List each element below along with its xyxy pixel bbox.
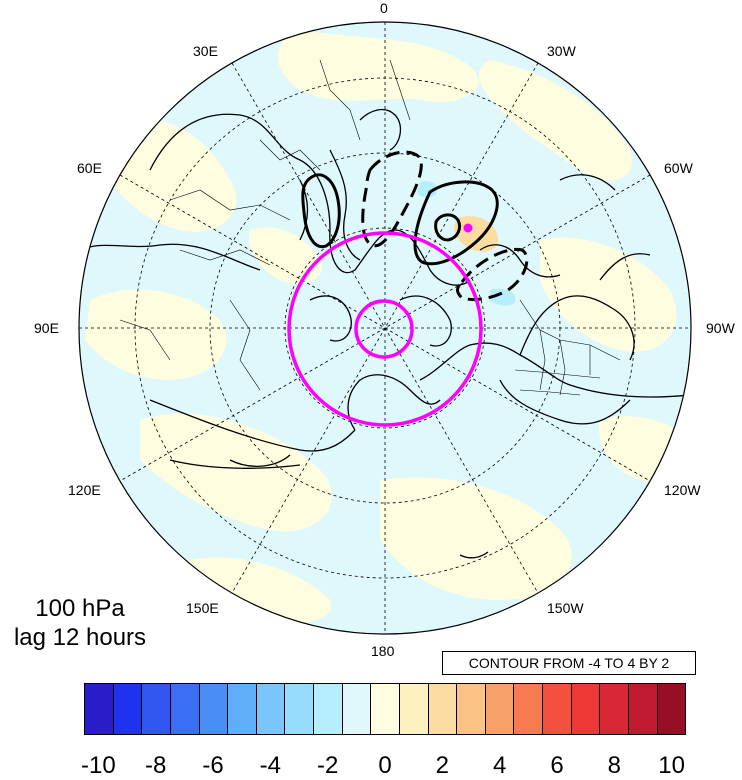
positive-anomaly-shading: [85, 30, 691, 624]
colorbar-box: [543, 684, 572, 734]
highlight-circles: [287, 231, 483, 427]
colorbar-tick-label: 6: [550, 752, 564, 779]
country-borders: [119, 59, 621, 396]
colorbar-tick-label: 2: [435, 752, 450, 779]
colorbar-box: [285, 684, 314, 734]
contours: [301, 150, 529, 302]
lon-label-60w: 60W: [664, 160, 693, 176]
lon-label-90w: 90W: [706, 320, 735, 336]
colorbar-tick-label: 10: [658, 752, 686, 779]
lon-label-30e: 30E: [193, 43, 218, 59]
colorbar-box: [428, 684, 458, 734]
colorbar-box: [142, 684, 171, 734]
colorbar-box: [600, 684, 629, 734]
colorbar-box: [85, 684, 114, 734]
lon-label-120w: 120W: [664, 482, 701, 498]
lon-label-30w: 30W: [547, 43, 576, 59]
contour-info-box: CONTOUR FROM -4 TO 4 BY 2: [442, 651, 696, 675]
coastlines: [81, 108, 691, 559]
map-boundary: [78, 21, 692, 635]
cool-anomaly: [417, 180, 437, 198]
colorbar-box: [256, 684, 286, 734]
highlight-dot: [463, 223, 473, 233]
inner-highlight-circle: [354, 299, 414, 359]
positive-contour-3: [434, 213, 462, 242]
colorbar-box: [314, 684, 343, 734]
lon-label-150e: 150E: [186, 600, 219, 616]
colorbar-tick-label: 8: [607, 752, 622, 779]
cool-anomaly-2: [490, 288, 516, 306]
negative-contour-2: [456, 247, 529, 302]
panel-title: 100 hPa lag 12 hours: [0, 594, 160, 652]
lon-label-180: 180: [371, 643, 395, 659]
colorbar-box: [199, 684, 229, 734]
colorbar-box: [571, 684, 601, 734]
positive-contour-1: [301, 173, 341, 249]
colorbar-box: [657, 684, 686, 734]
lon-label-0: 0: [380, 0, 388, 16]
pressure-level: 100 hPa: [35, 595, 125, 622]
graticule: [79, 22, 691, 634]
colorbar-box: [371, 684, 400, 734]
colorbar-tick-label: -6: [202, 752, 224, 779]
outer-highlight-circle: [287, 231, 483, 427]
colorbar-tick-label: -10: [80, 752, 116, 779]
lon-label-60e: 60E: [77, 160, 102, 176]
colorbar-box: [170, 684, 200, 734]
colorbar-box: [399, 684, 429, 734]
positive-contour-2: [413, 180, 499, 266]
colorbar-box: [485, 684, 515, 734]
colorbar-tick-label: -2: [316, 752, 339, 779]
colorbar-tick-label: 0: [378, 752, 392, 779]
colorbar-tick-label: -8: [144, 752, 167, 779]
colorbar-box: [342, 684, 372, 734]
colorbar-tick-label: 4: [492, 752, 507, 779]
lon-label-150w: 150W: [547, 600, 584, 616]
lon-label-120e: 120E: [68, 482, 101, 498]
colorbar-box: [628, 684, 658, 734]
lag-label: lag 12 hours: [13, 624, 147, 651]
colorbar-box: [113, 684, 143, 734]
colorbar: [84, 683, 686, 735]
colorbar-box: [514, 684, 543, 734]
colorbar-box: [228, 684, 257, 734]
lon-label-90e: 90E: [34, 320, 59, 336]
colorbar-box: [457, 684, 486, 734]
negative-contour-1: [361, 150, 423, 248]
colorbar-tick-label: -4: [259, 752, 281, 779]
